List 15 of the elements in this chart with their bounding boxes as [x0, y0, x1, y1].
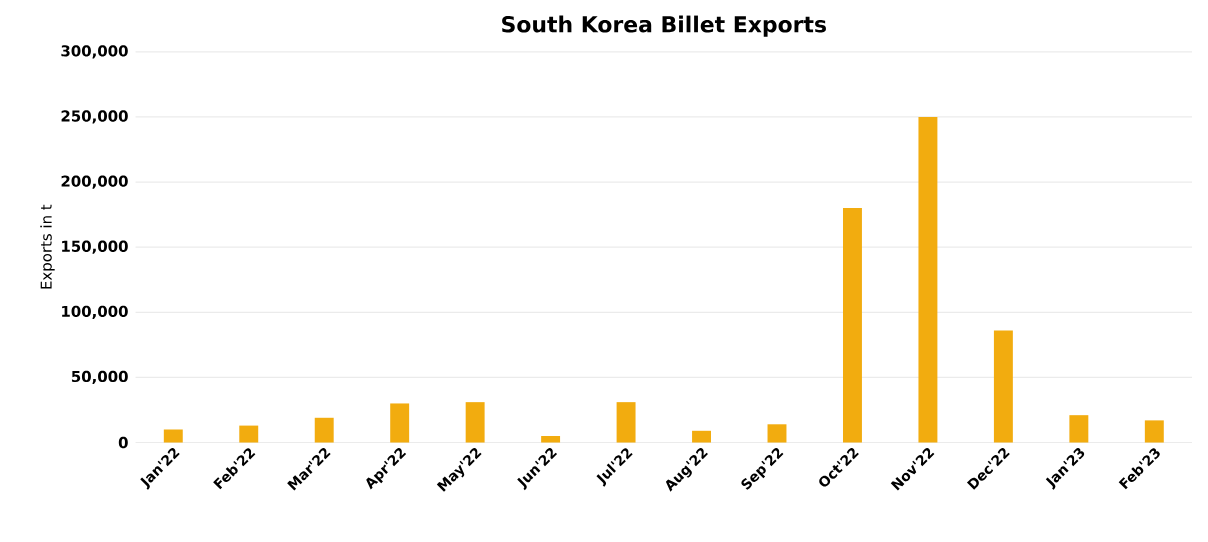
bar [692, 430, 711, 443]
bar [163, 429, 183, 443]
bar [1069, 415, 1089, 443]
bar [616, 402, 636, 443]
chart-title: South Korea Billet Exports [502, 15, 826, 37]
bar [465, 402, 485, 443]
bar [918, 116, 938, 443]
bar [314, 417, 334, 443]
bar [390, 403, 410, 443]
bar [993, 330, 1013, 443]
bar [767, 424, 787, 443]
bar [1144, 420, 1164, 443]
bar [239, 425, 259, 443]
bar [541, 435, 561, 443]
bar [842, 208, 862, 443]
